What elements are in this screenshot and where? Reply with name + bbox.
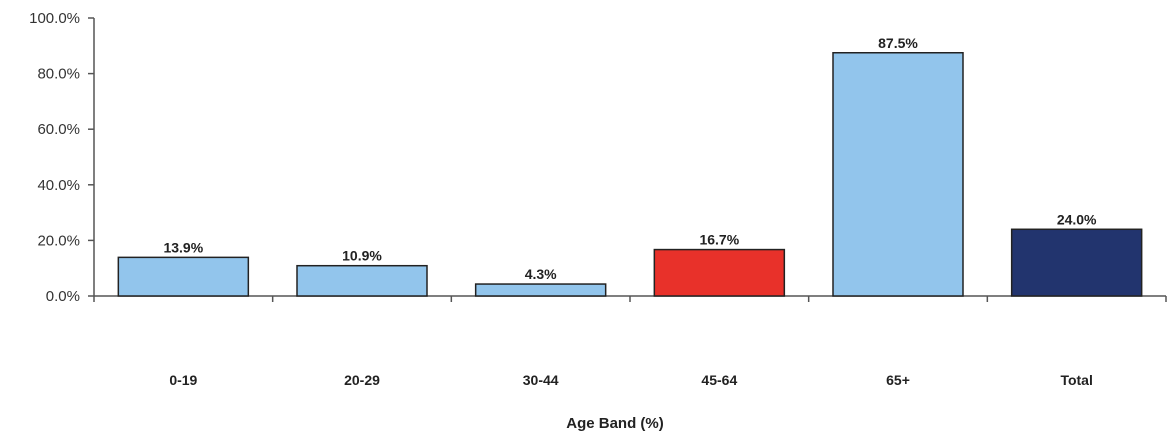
x-axis [93,295,1167,302]
y-tick-label: 40.0% [37,177,80,194]
category-label: 0-19 [169,372,197,388]
data-label: 4.3% [525,266,557,282]
bar-30-44 [474,283,607,297]
bars [117,52,1143,297]
data-label: 87.5% [878,35,918,51]
y-tick-label: 80.0% [37,66,80,83]
bar-65- [832,52,964,297]
y-axis: 0.0% 20.0% 40.0% 60.0% 80.0% 100.0% [29,10,95,305]
bar-0-19 [117,256,250,297]
bar-45-64 [653,248,786,297]
y-tick-label: 60.0% [37,121,80,138]
data-label: 13.9% [163,239,203,255]
data-label: 24.0% [1057,211,1097,227]
bar-total [1010,228,1143,297]
bar-20-29 [296,264,428,297]
y-tick-label: 100.0% [29,10,80,27]
x-axis-title: Age Band (%) [566,415,664,432]
category-label: 45-64 [701,372,737,388]
y-tick-label: 20.0% [37,232,80,249]
data-label: 16.7% [699,232,739,248]
category-labels: 0-19 20-29 30-44 45-64 65+ Total [169,372,1093,388]
category-label: 20-29 [344,372,380,388]
y-tick-label: 0.0% [46,288,80,305]
category-label: 30-44 [523,372,559,388]
data-label: 10.9% [342,248,382,264]
category-label: Total [1060,372,1092,388]
category-label: 65+ [886,372,910,388]
data-labels: 13.9% 10.9% 4.3% 16.7% 87.5% 24.0% [163,35,1097,282]
